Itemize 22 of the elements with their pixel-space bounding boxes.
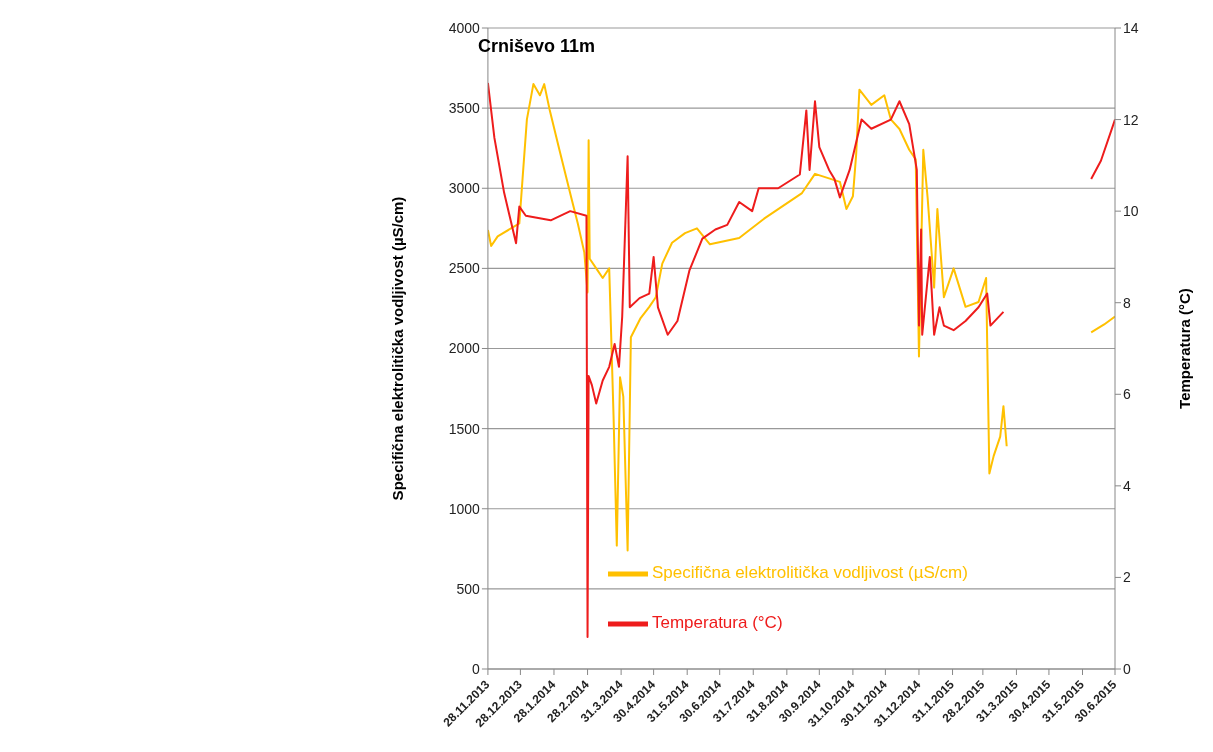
y-tick-label: 0	[472, 660, 481, 677]
y2-tick-label: 14	[1123, 19, 1139, 36]
y-tick-label: 2500	[448, 260, 481, 277]
y-tick-label: 500	[456, 580, 481, 597]
y-tick-label: 4000	[448, 19, 481, 36]
y2-tick-label: 6	[1123, 386, 1131, 403]
y-tick-label: 1000	[448, 500, 481, 517]
y-tick-label: 3500	[448, 100, 481, 117]
legend-label: Temperatura (°C)	[652, 613, 783, 632]
y2-tick-label: 10	[1123, 203, 1139, 220]
y2-tick-label: 4	[1123, 477, 1131, 494]
y2-tick-label: 2	[1123, 569, 1131, 586]
y2-tick-label: 0	[1123, 660, 1131, 677]
y2-axis-title: Temperatura (°C)	[1176, 288, 1194, 409]
legend-label: Specifična elektrolitička vodljivost (µS/cm)	[652, 563, 968, 582]
chart-title: Crniševo 11m	[478, 36, 596, 57]
y-tick-label: 3000	[448, 180, 481, 197]
y-tick-label: 2000	[448, 340, 481, 357]
y-tick-label: 1500	[448, 420, 481, 437]
y-axis-title: Specifična elektrolitička vodljivost (µS/cm)	[389, 196, 407, 501]
y2-tick-label: 8	[1123, 294, 1131, 311]
y2-tick-label: 12	[1123, 111, 1139, 128]
